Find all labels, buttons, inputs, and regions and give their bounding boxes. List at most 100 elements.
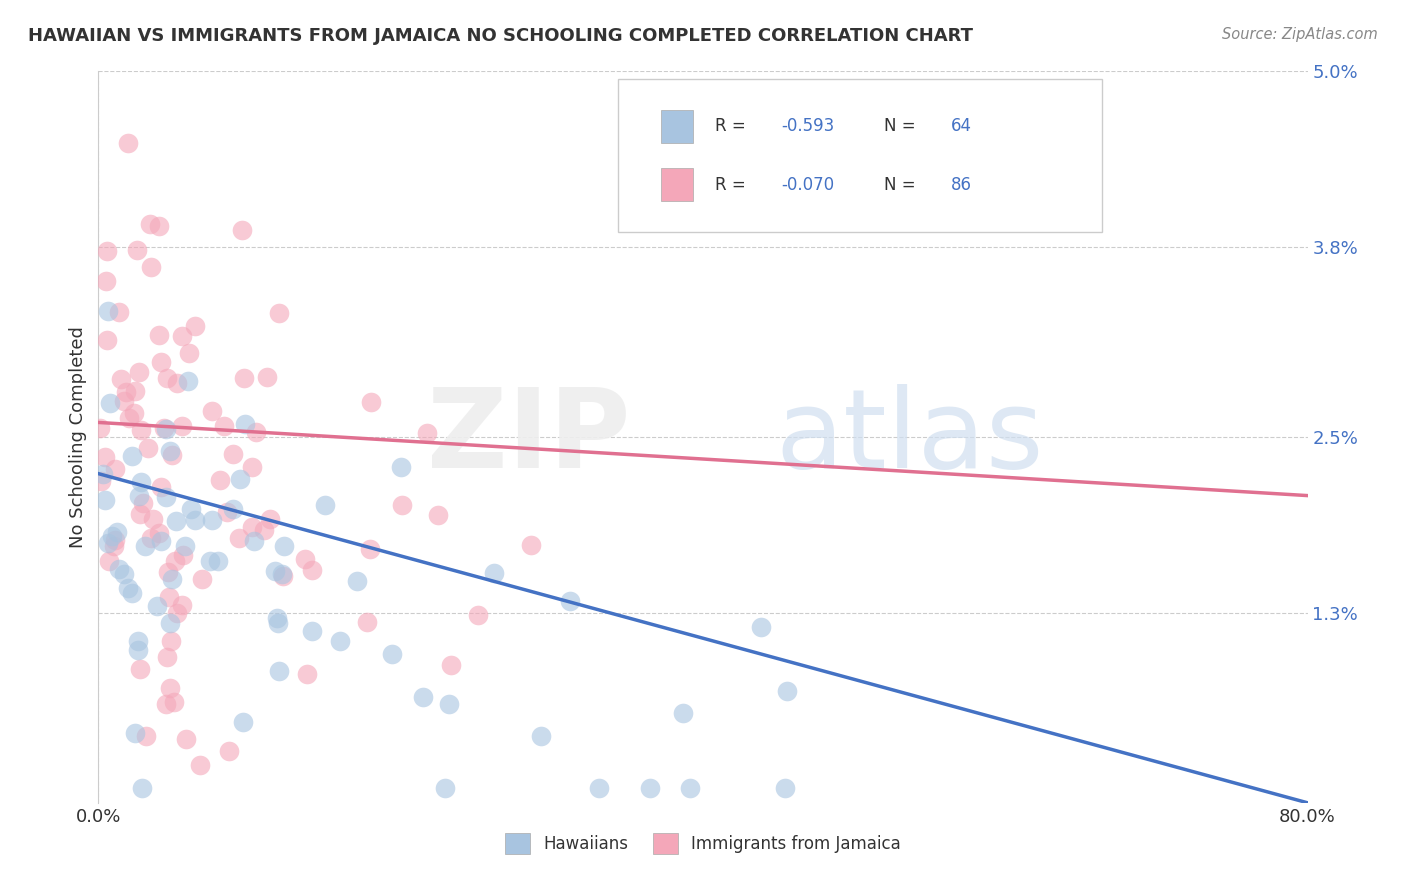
- Point: [160, 448, 183, 462]
- Point: [416, 426, 439, 441]
- Point: [142, 512, 165, 526]
- Point: [159, 615, 181, 630]
- Point: [233, 417, 256, 432]
- Text: N =: N =: [884, 176, 921, 194]
- Point: [174, 539, 197, 553]
- Point: [117, 136, 139, 150]
- Point: [301, 624, 323, 638]
- Point: [98, 395, 121, 409]
- Point: [679, 781, 702, 796]
- Point: [131, 781, 153, 796]
- Point: [157, 591, 180, 605]
- Point: [128, 365, 150, 379]
- Point: [122, 406, 145, 420]
- Point: [155, 422, 177, 436]
- Point: [91, 467, 114, 481]
- Point: [271, 567, 294, 582]
- Point: [104, 462, 127, 476]
- Point: [191, 572, 214, 586]
- Point: [112, 566, 135, 581]
- Point: [129, 423, 152, 437]
- Point: [125, 244, 148, 258]
- Point: [172, 418, 194, 433]
- Point: [90, 474, 112, 488]
- Point: [153, 421, 176, 435]
- Point: [155, 490, 177, 504]
- Point: [439, 698, 461, 712]
- Point: [218, 744, 240, 758]
- Text: -0.070: -0.070: [782, 176, 835, 194]
- Point: [773, 781, 796, 796]
- Point: [177, 345, 200, 359]
- Point: [228, 531, 250, 545]
- Point: [295, 666, 318, 681]
- Point: [172, 598, 194, 612]
- Text: ZIP: ZIP: [427, 384, 630, 491]
- FancyBboxPatch shape: [619, 78, 1102, 232]
- Point: [129, 475, 152, 489]
- Point: [96, 304, 118, 318]
- Point: [440, 658, 463, 673]
- Point: [267, 306, 290, 320]
- Point: [412, 690, 434, 705]
- Point: [89, 421, 111, 435]
- Point: [263, 565, 285, 579]
- Point: [172, 548, 194, 562]
- Point: [520, 538, 543, 552]
- Point: [129, 507, 152, 521]
- Point: [256, 370, 278, 384]
- Text: -0.593: -0.593: [782, 117, 835, 136]
- Bar: [661, 110, 693, 143]
- Point: [163, 554, 186, 568]
- Point: [271, 569, 294, 583]
- Point: [329, 633, 352, 648]
- Point: [124, 384, 146, 398]
- Point: [391, 498, 413, 512]
- Point: [776, 684, 799, 698]
- Point: [108, 305, 131, 319]
- Point: [434, 781, 457, 796]
- Point: [180, 502, 202, 516]
- Point: [231, 223, 253, 237]
- Point: [222, 501, 245, 516]
- Point: [207, 554, 229, 568]
- Point: [165, 514, 187, 528]
- Point: [159, 443, 181, 458]
- Point: [359, 542, 381, 557]
- Point: [155, 697, 177, 711]
- Point: [139, 218, 162, 232]
- Point: [129, 662, 152, 676]
- Point: [96, 333, 118, 347]
- Point: [141, 260, 163, 274]
- Bar: [661, 169, 693, 202]
- Point: [672, 706, 695, 720]
- Y-axis label: No Schooling Completed: No Schooling Completed: [69, 326, 87, 548]
- Point: [160, 572, 183, 586]
- Point: [174, 731, 197, 746]
- Point: [148, 526, 170, 541]
- Point: [266, 611, 288, 625]
- Point: [558, 594, 581, 608]
- Point: [127, 633, 149, 648]
- Point: [135, 730, 157, 744]
- Text: 86: 86: [950, 176, 972, 194]
- Point: [97, 535, 120, 549]
- Point: [232, 715, 254, 730]
- Point: [188, 758, 211, 772]
- Point: [127, 643, 149, 657]
- Point: [233, 371, 256, 385]
- Point: [201, 403, 224, 417]
- Point: [118, 411, 141, 425]
- Point: [160, 634, 183, 648]
- Point: [253, 523, 276, 537]
- Point: [103, 539, 125, 553]
- Text: atlas: atlas: [776, 384, 1045, 491]
- Point: [360, 394, 382, 409]
- Point: [159, 681, 181, 695]
- Point: [267, 615, 290, 630]
- Point: [149, 480, 172, 494]
- Point: [112, 394, 135, 409]
- Point: [198, 554, 221, 568]
- Point: [124, 726, 146, 740]
- Point: [98, 554, 121, 568]
